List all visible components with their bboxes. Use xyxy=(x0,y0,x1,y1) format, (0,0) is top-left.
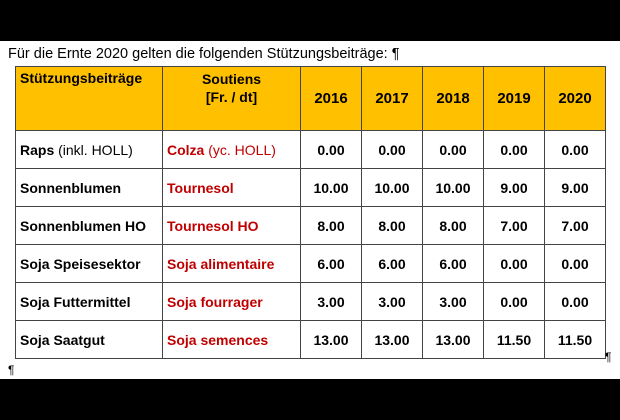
value-cell: 6.00 xyxy=(422,244,484,283)
value-cell: 11.50 xyxy=(544,320,606,359)
header-fr-line1: Soutiens xyxy=(201,71,262,87)
value-cell: 0.00 xyxy=(361,130,423,169)
crop-name-fr-extra: (yc. HOLL) xyxy=(204,141,276,158)
value-cell: 10.00 xyxy=(361,168,423,207)
crop-name-de-extra: (inkl. HOLL) xyxy=(54,141,133,158)
header-year-cell: 2018 xyxy=(422,66,484,131)
value-cell: 13.00 xyxy=(361,320,423,359)
value-cell: 3.00 xyxy=(300,282,362,321)
value-cell: 8.00 xyxy=(422,206,484,245)
header-cell-fr: Soutiens [Fr. / dt] xyxy=(162,66,301,131)
value-cell: 3.00 xyxy=(422,282,484,321)
table-row: Soja Futtermittel Soja fourrager 3.00 3.… xyxy=(15,282,606,321)
value-cell: 0.00 xyxy=(544,130,606,169)
table-row: Raps (inkl. HOLL) Colza (yc. HOLL) 0.00 … xyxy=(15,130,606,169)
crop-name-de-main: Raps xyxy=(20,141,55,158)
value-cell: 13.00 xyxy=(422,320,484,359)
table-row: Soja Saatgut Soja semences 13.00 13.00 1… xyxy=(15,320,606,359)
value-cell: 0.00 xyxy=(422,130,484,169)
row-end-pilcrow: ¶ xyxy=(605,350,612,364)
table-row: Soja Speisesektor Soja alimentaire 6.00 … xyxy=(15,244,606,283)
paragraph-end-pilcrow: ¶ xyxy=(8,363,15,377)
crop-name-de: Soja Saatgut xyxy=(15,320,163,359)
value-cell: 0.00 xyxy=(544,282,606,321)
value-cell: 10.00 xyxy=(422,168,484,207)
crop-name-fr: Soja fourrager xyxy=(162,282,301,321)
crop-name-fr-main: Soja alimentaire xyxy=(167,255,275,272)
intro-paragraph: Für die Ernte 2020 gelten die folgenden … xyxy=(8,46,400,62)
crop-name-fr: Soja alimentaire xyxy=(162,244,301,283)
crop-name-fr-main: Colza xyxy=(167,141,205,158)
value-cell: 8.00 xyxy=(361,206,423,245)
header-year-cell: 2016 xyxy=(300,66,362,131)
crop-name-de-main: Soja Speisesektor xyxy=(20,255,141,272)
crop-name-fr: Tournesol HO xyxy=(162,206,301,245)
value-cell: 11.50 xyxy=(483,320,545,359)
crop-name-de-main: Sonnenblumen HO xyxy=(20,217,146,234)
crop-name-de-main: Sonnenblumen xyxy=(20,179,122,196)
value-cell: 7.00 xyxy=(544,206,606,245)
crop-name-fr: Colza (yc. HOLL) xyxy=(162,130,301,169)
value-cell: 8.00 xyxy=(300,206,362,245)
crop-name-de: Soja Speisesektor xyxy=(15,244,163,283)
crop-name-fr-main: Soja semences xyxy=(167,331,269,348)
header-cell-de: Stützungsbeiträge xyxy=(15,66,163,131)
value-cell: 6.00 xyxy=(300,244,362,283)
value-cell: 0.00 xyxy=(544,244,606,283)
crop-name-fr-main: Tournesol HO xyxy=(167,217,259,234)
table-row: Sonnenblumen HO Tournesol HO 8.00 8.00 8… xyxy=(15,206,606,245)
crop-name-fr: Soja semences xyxy=(162,320,301,359)
crop-name-fr-main: Tournesol xyxy=(167,179,234,196)
value-cell: 9.00 xyxy=(483,168,545,207)
value-cell: 3.00 xyxy=(361,282,423,321)
crop-name-de: Soja Futtermittel xyxy=(15,282,163,321)
value-cell: 9.00 xyxy=(544,168,606,207)
header-year-cell: 2020 xyxy=(544,66,606,131)
crop-name-fr: Tournesol xyxy=(162,168,301,207)
value-cell: 0.00 xyxy=(483,282,545,321)
crop-name-de-main: Soja Saatgut xyxy=(20,331,105,348)
crop-name-de: Raps (inkl. HOLL) xyxy=(15,130,163,169)
crop-name-de: Sonnenblumen xyxy=(15,168,163,207)
crop-name-de: Sonnenblumen HO xyxy=(15,206,163,245)
header-fr-line2: [Fr. / dt] xyxy=(205,89,258,105)
value-cell: 0.00 xyxy=(300,130,362,169)
header-year-cell: 2019 xyxy=(483,66,545,131)
value-cell: 13.00 xyxy=(300,320,362,359)
value-cell: 10.00 xyxy=(300,168,362,207)
header-row: Stützungsbeiträge Soutiens [Fr. / dt] 20… xyxy=(15,66,606,131)
crop-name-fr-main: Soja fourrager xyxy=(167,293,263,310)
document-page: Für die Ernte 2020 gelten die folgenden … xyxy=(0,41,620,379)
header-year-cell: 2017 xyxy=(361,66,423,131)
support-table: Stützungsbeiträge Soutiens [Fr. / dt] 20… xyxy=(15,66,606,359)
value-cell: 6.00 xyxy=(361,244,423,283)
value-cell: 0.00 xyxy=(483,130,545,169)
table-row: Sonnenblumen Tournesol 10.00 10.00 10.00… xyxy=(15,168,606,207)
value-cell: 0.00 xyxy=(483,244,545,283)
crop-name-de-main: Soja Futtermittel xyxy=(20,293,131,310)
value-cell: 7.00 xyxy=(483,206,545,245)
